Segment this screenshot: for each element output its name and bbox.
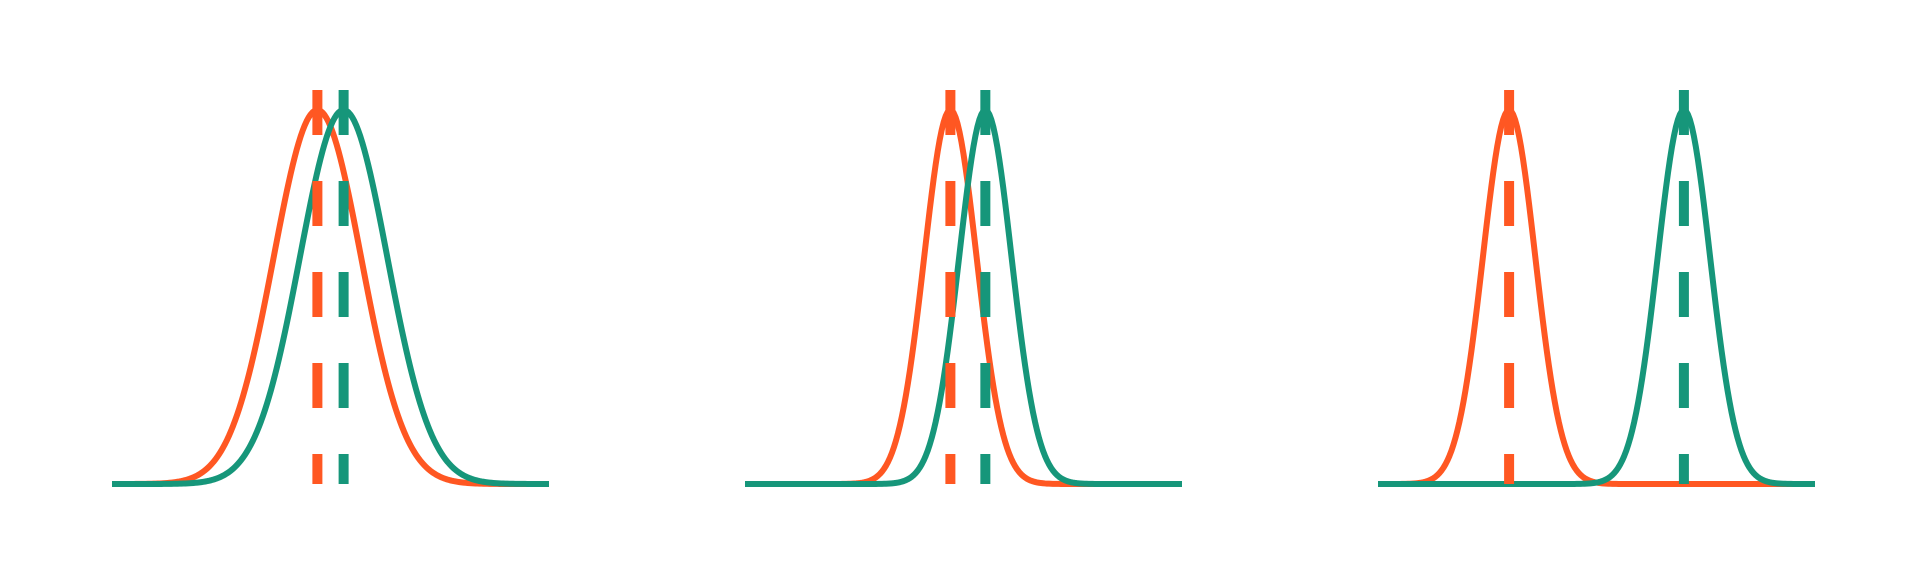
- density-curve-series-1: [110, 107, 551, 487]
- density-curve-series-2: [110, 107, 551, 487]
- density-curve-series-2: [1376, 107, 1817, 487]
- density-curve-series-1: [743, 107, 1184, 487]
- panel-1: [110, 90, 551, 487]
- panel-3: [1376, 90, 1817, 487]
- density-curve-series-2: [743, 107, 1184, 487]
- density-curve-series-1: [1376, 107, 1817, 487]
- panel-2: [743, 90, 1184, 487]
